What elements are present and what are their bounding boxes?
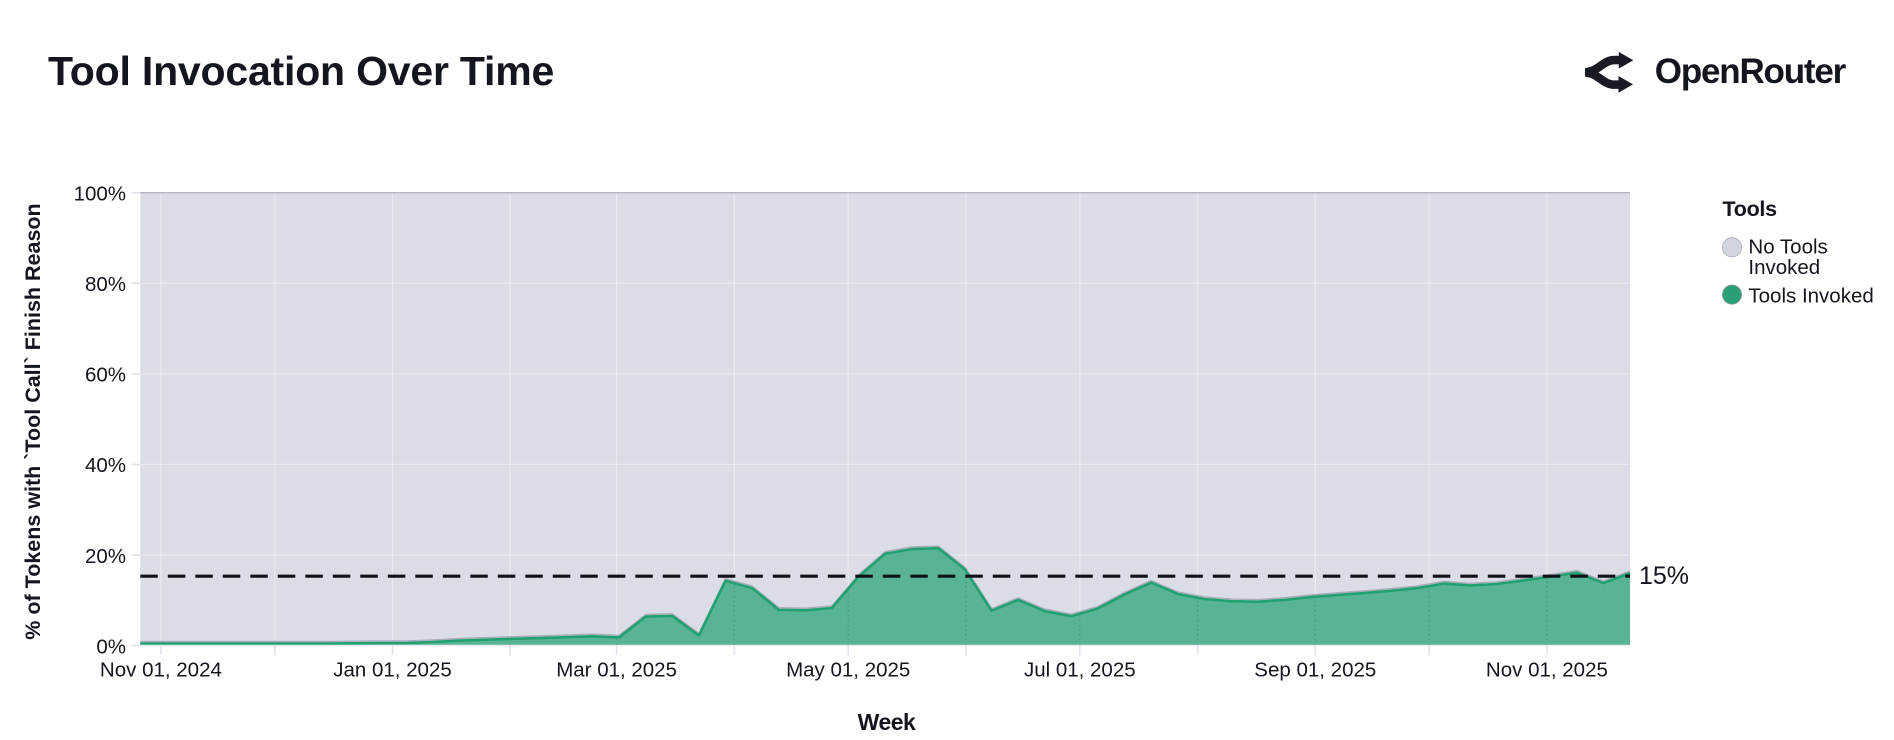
svg-text:Nov 01, 2024: Nov 01, 2024 <box>100 659 222 682</box>
svg-text:Week: Week <box>858 709 916 735</box>
svg-text:Tools: Tools <box>1723 197 1778 221</box>
svg-text:Jul 01, 2025: Jul 01, 2025 <box>1024 659 1136 682</box>
svg-text:60%: 60% <box>85 364 126 387</box>
svg-text:Nov 01, 2025: Nov 01, 2025 <box>1486 659 1608 682</box>
svg-text:80%: 80% <box>85 273 126 296</box>
svg-text:20%: 20% <box>85 545 126 568</box>
svg-text:Tools Invoked: Tools Invoked <box>1748 285 1873 308</box>
svg-text:Mar 01, 2025: Mar 01, 2025 <box>556 659 677 682</box>
svg-text:OpenRouter: OpenRouter <box>1655 52 1847 91</box>
svg-text:Tool Invocation Over Time: Tool Invocation Over Time <box>48 48 554 94</box>
svg-text:40%: 40% <box>85 454 126 477</box>
svg-text:% of Tokens with `Tool Call` F: % of Tokens with `Tool Call` Finish Reas… <box>21 203 45 639</box>
svg-text:Jan 01, 2025: Jan 01, 2025 <box>333 659 452 682</box>
svg-text:Sep 01, 2025: Sep 01, 2025 <box>1254 659 1376 682</box>
svg-text:15%: 15% <box>1639 562 1689 590</box>
svg-text:May 01, 2025: May 01, 2025 <box>786 659 910 682</box>
svg-text:100%: 100% <box>74 183 126 206</box>
svg-text:No Tools: No Tools <box>1748 236 1827 259</box>
svg-text:0%: 0% <box>96 635 126 658</box>
svg-text:Invoked: Invoked <box>1748 256 1820 279</box>
